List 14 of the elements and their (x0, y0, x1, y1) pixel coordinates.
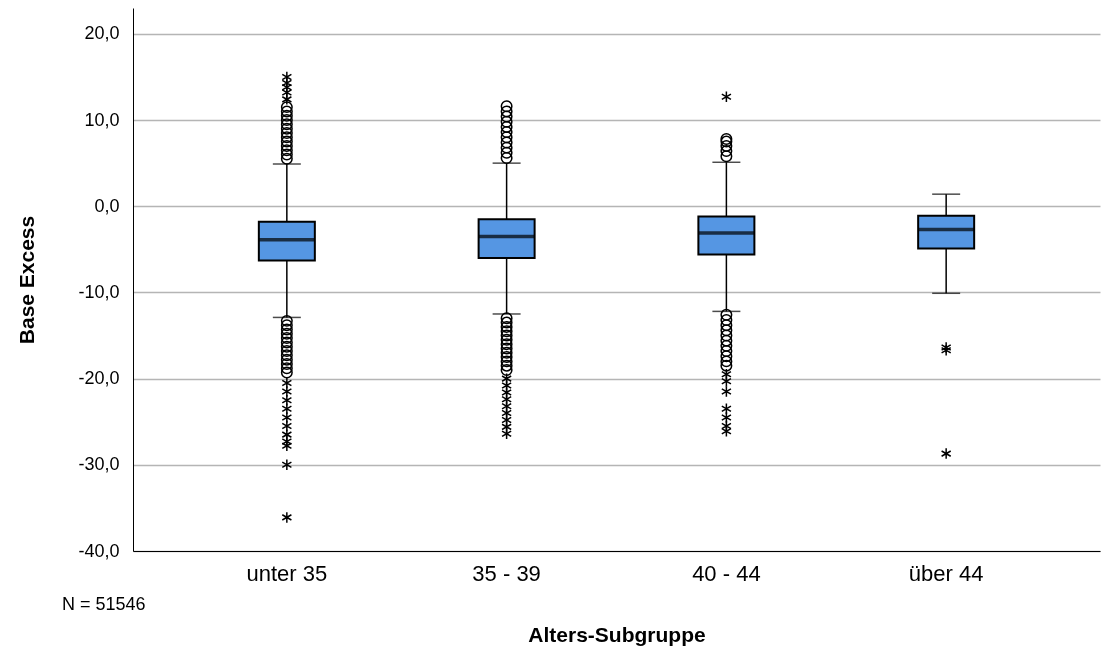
y-tick-label: 10,0 (84, 109, 120, 130)
x-axis-title: Alters-Subgruppe (528, 622, 706, 646)
x-tick-label: unter 35 (246, 560, 328, 586)
text: N = 51546 (62, 594, 146, 615)
y-axis-title: Base Excess (15, 215, 39, 345)
y-tick-label: -30,0 (78, 454, 120, 475)
y-tick-label: -20,0 (78, 368, 120, 389)
x-tick-label: 35 - 39 (472, 560, 541, 586)
y-tick-label: 0,0 (94, 195, 120, 216)
y-tick-label: 20,0 (84, 23, 120, 44)
x-tick-label: über 44 (908, 560, 984, 586)
y-tick-label: -10,0 (78, 281, 120, 302)
y-tick-label: -40,0 (78, 540, 120, 561)
x-tick-label: 40 - 44 (692, 560, 761, 586)
